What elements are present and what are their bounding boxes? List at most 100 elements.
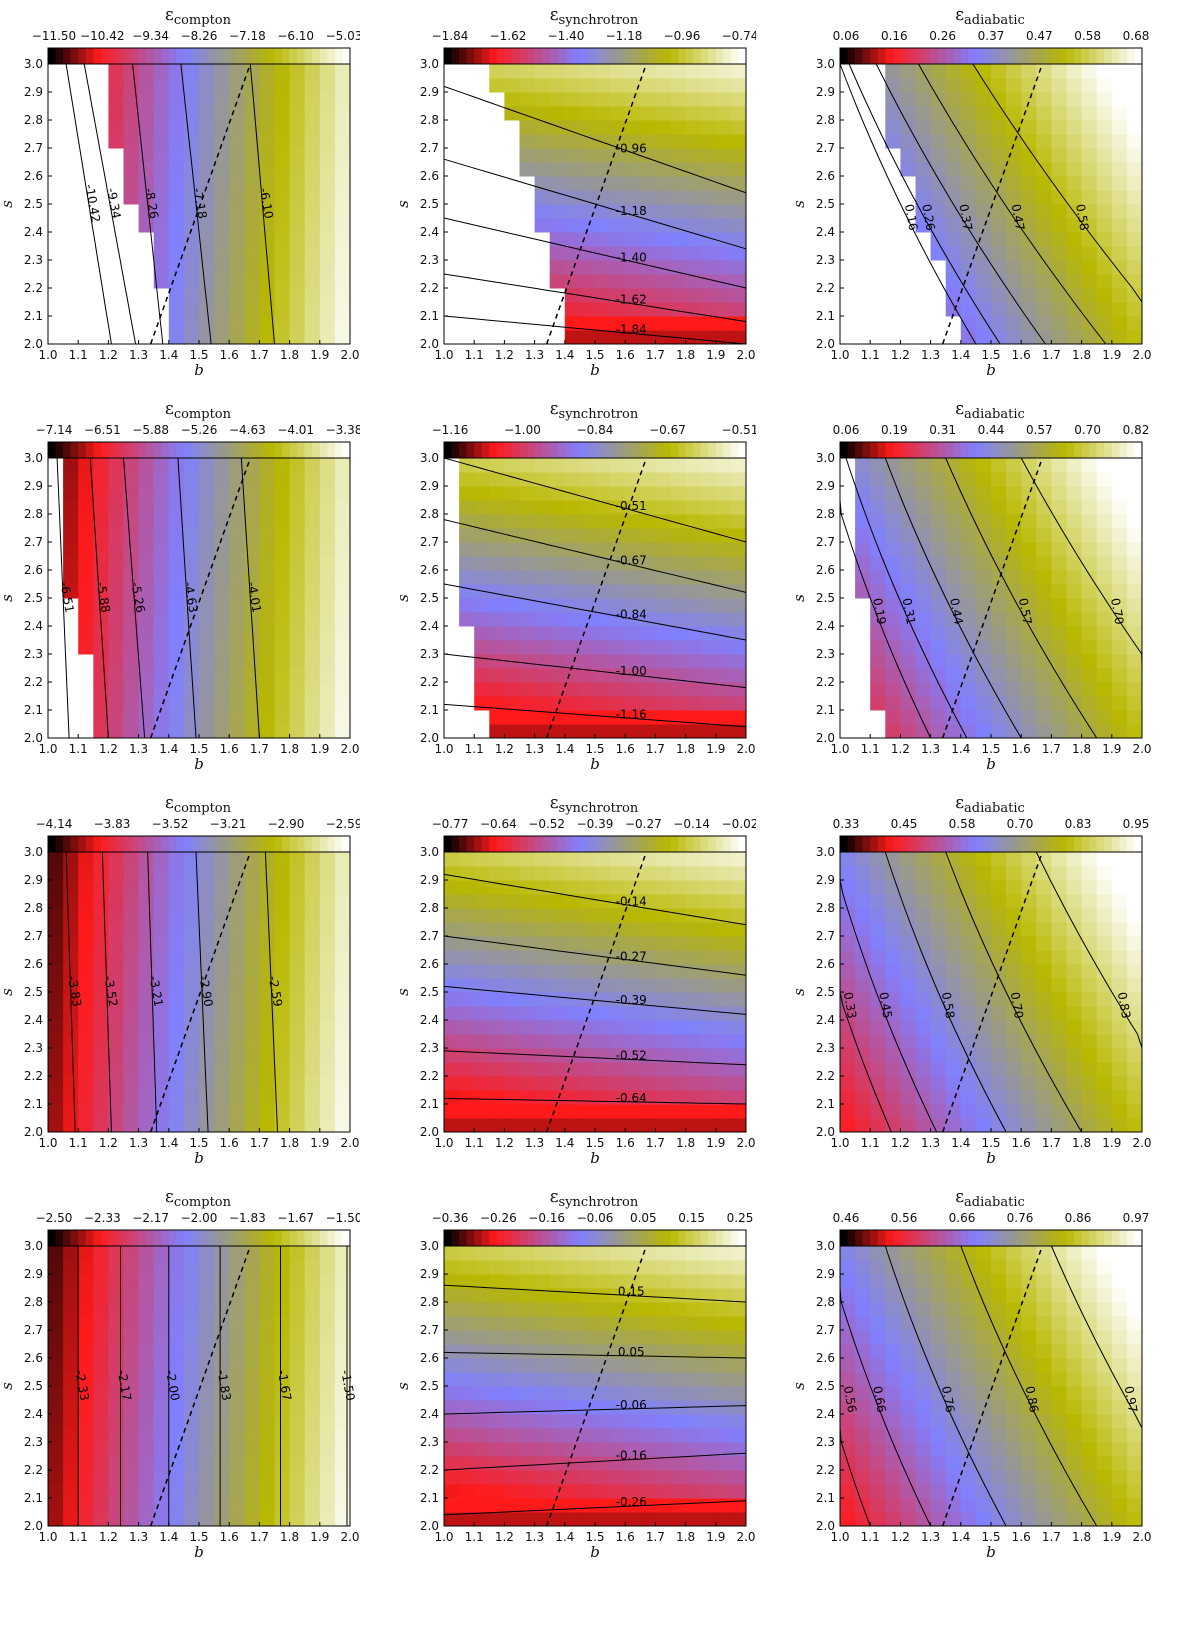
heatmap-cell — [444, 1358, 460, 1373]
heatmap-cell — [489, 612, 505, 627]
heatmap-cell — [93, 472, 109, 487]
heatmap-cell — [319, 1456, 336, 1471]
heatmap-cell — [78, 1006, 94, 1021]
colorbar-cell — [319, 1230, 328, 1246]
heatmap-cell — [655, 626, 671, 641]
heatmap-cell — [640, 710, 656, 725]
colorbar-cell — [564, 836, 573, 852]
heatmap-cell — [991, 1034, 1007, 1049]
heatmap-cell — [319, 232, 336, 247]
heatmap-cell — [168, 1104, 185, 1119]
heatmap-cell — [855, 936, 871, 951]
heatmap-cell — [519, 1428, 536, 1443]
heatmap-cell — [1126, 866, 1143, 881]
heatmap-cell — [289, 1484, 306, 1499]
heatmap-cell — [670, 950, 687, 965]
heatmap-cell — [138, 78, 155, 93]
contour-label: -2.33 — [73, 1369, 92, 1402]
heatmap-cell — [1111, 64, 1128, 79]
heatmap-cell — [625, 640, 641, 655]
contour-label: -2.17 — [115, 1369, 134, 1402]
heatmap-cell — [670, 1118, 687, 1133]
heatmap-cell — [459, 1372, 475, 1387]
heatmap-cell — [549, 668, 566, 683]
heatmap-cell — [715, 992, 732, 1007]
heatmap-cell — [960, 936, 977, 951]
heatmap-cell — [1081, 288, 1098, 303]
heatmap-cell — [474, 640, 490, 655]
colorbar-cell — [199, 48, 208, 64]
contour-line — [443, 583, 747, 641]
heatmap-cell — [549, 1498, 566, 1513]
heatmap-cell — [1036, 1034, 1052, 1049]
heatmap-cell — [259, 120, 275, 135]
heatmap-cell — [595, 724, 611, 739]
heatmap-cell — [670, 570, 687, 585]
heatmap-cell — [1126, 528, 1143, 543]
heatmap-cell — [489, 668, 505, 683]
heatmap-cell — [183, 106, 200, 121]
heatmap-cell — [304, 528, 321, 543]
heatmap-cell — [123, 852, 140, 867]
heatmap-cell — [549, 978, 566, 993]
heatmap-cell — [1096, 472, 1113, 487]
heatmap-cell — [153, 64, 170, 79]
heatmap-cell — [930, 640, 947, 655]
heatmap-cell — [960, 288, 977, 303]
heatmap-cell — [123, 682, 140, 697]
heatmap-cell — [900, 1006, 916, 1021]
y-tick-label: 2.0 — [24, 1519, 43, 1533]
heatmap-cell — [534, 668, 551, 683]
heatmap-cell — [108, 866, 124, 881]
heatmap-cell — [459, 880, 475, 895]
heatmap-cell — [991, 302, 1007, 317]
heatmap-cell — [504, 78, 520, 93]
heatmap-cell — [945, 1034, 962, 1049]
heatmap-cell — [229, 668, 245, 683]
colorbar-cell — [1111, 836, 1120, 852]
colorbar-cell — [1036, 442, 1045, 458]
x-tick-label: 1.8 — [1072, 348, 1091, 362]
heatmap-cell — [274, 950, 291, 965]
colorbar-tick-label: −4.01 — [277, 423, 314, 437]
colorbar-tick-label: −2.59 — [326, 817, 360, 831]
heatmap-cell — [730, 486, 747, 501]
colorbar-tick-label: −11.50 — [32, 29, 76, 43]
heatmap-cell — [549, 162, 566, 177]
heatmap-cell — [1036, 1020, 1052, 1035]
heatmap-cell — [885, 106, 901, 121]
heatmap-cell — [579, 316, 596, 331]
heatmap-cell — [459, 1246, 475, 1261]
heatmap-cell — [459, 1090, 475, 1105]
heatmap-cell — [534, 1020, 551, 1035]
heatmap-cell — [975, 964, 992, 979]
heatmap-cell — [549, 190, 566, 205]
heatmap-cell — [459, 1498, 475, 1513]
heatmap-cell — [1096, 514, 1113, 529]
heatmap-cell — [1036, 654, 1052, 669]
heatmap-cell — [229, 1302, 245, 1317]
heatmap-cell — [93, 1090, 109, 1105]
heatmap-cell — [1096, 148, 1113, 163]
heatmap-cell — [153, 626, 170, 641]
colorbar-cell — [168, 1230, 177, 1246]
y-tick-label: 2.0 — [816, 1125, 835, 1139]
heatmap-cell — [78, 880, 94, 895]
heatmap-cell — [670, 176, 687, 191]
heatmap-cell — [579, 1034, 596, 1049]
x-tick-label: 1.6 — [616, 742, 635, 756]
y-tick-label: 2.7 — [816, 141, 835, 155]
heatmap-cell — [1111, 866, 1128, 881]
heatmap-cell — [259, 696, 275, 711]
heatmap-cell — [274, 1062, 291, 1077]
heatmap-cell — [78, 1470, 94, 1485]
heatmap-cell — [595, 1062, 611, 1077]
colorbar-tick-label: −1.83 — [229, 1211, 266, 1225]
heatmap-cell — [640, 232, 656, 247]
heatmap-cell — [214, 1330, 230, 1345]
heatmap-cell — [459, 1260, 475, 1275]
heatmap-cell — [244, 1372, 260, 1387]
panel-compton-row3: εcompton −4.14 −3.83 −3.52 −3.21 −2.90 −2.59 -3… — [0, 788, 360, 1184]
heatmap-cell — [685, 570, 702, 585]
heatmap-cell — [930, 626, 947, 641]
